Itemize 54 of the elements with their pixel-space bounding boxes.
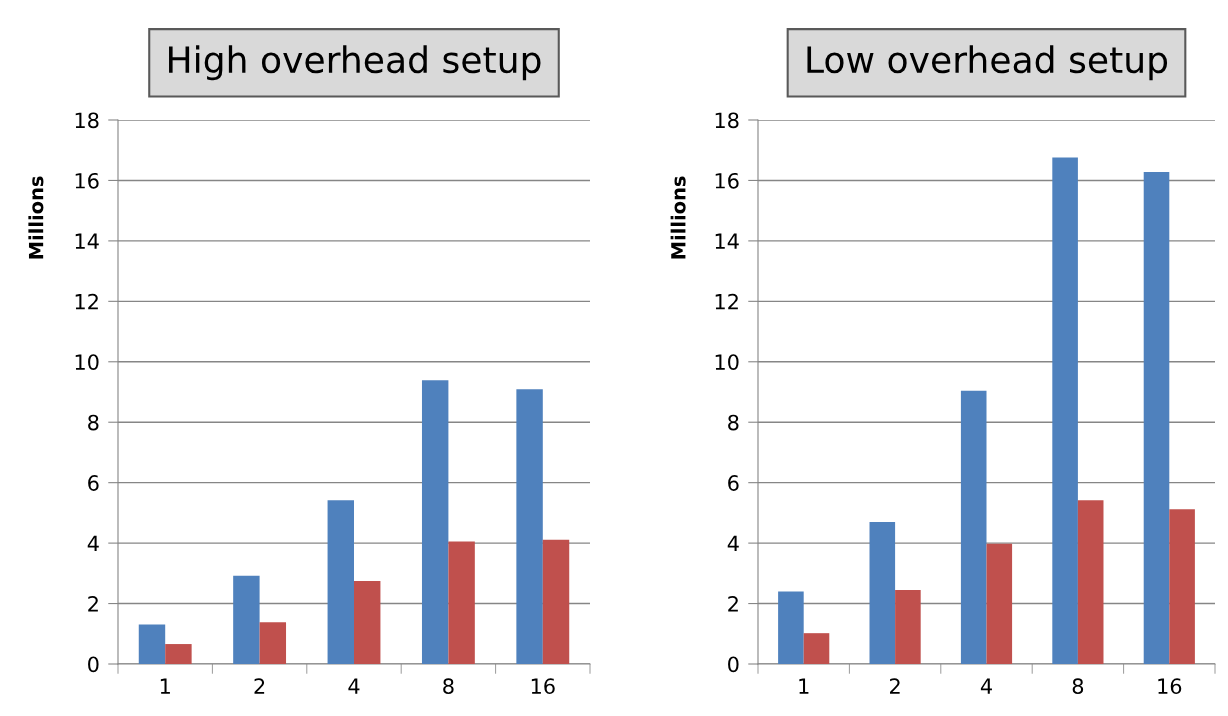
y-tick-label: 10 (75, 354, 99, 370)
y-tick-label: 16 (715, 172, 739, 189)
x-tick-label: 8 (443, 678, 454, 695)
chart-title: Low overhead setup (807, 45, 1168, 81)
x-tick-label: 1 (799, 678, 809, 694)
bar (165, 644, 192, 664)
bar (138, 624, 166, 664)
y-tick-label: 18 (75, 112, 99, 129)
x-tick-label: 1 (160, 678, 170, 694)
y-tick-label: 6 (88, 475, 99, 491)
y-tick-label: 2 (88, 596, 98, 612)
bar (1077, 500, 1104, 664)
y-tick-label: 14 (75, 233, 99, 249)
bar (803, 633, 830, 664)
bar (986, 543, 1013, 664)
bar (542, 539, 570, 664)
y-tick-label: 4 (727, 535, 739, 552)
y-axis-title: Millions (28, 176, 44, 259)
bar (778, 591, 804, 664)
chart-title: High overhead setup (169, 45, 541, 81)
y-tick-label: 0 (88, 656, 99, 673)
x-tick-label: 16 (531, 678, 555, 695)
bar (327, 500, 354, 664)
x-tick-label: 4 (980, 678, 992, 694)
y-tick-label: 18 (715, 112, 739, 129)
x-tick-label: 16 (1158, 678, 1182, 695)
y-tick-label: 6 (728, 475, 739, 491)
y-tick-label: 8 (88, 414, 99, 431)
y-tick-label: 16 (75, 172, 99, 189)
bar (421, 380, 449, 664)
x-tick-label: 2 (254, 678, 265, 694)
bar (448, 541, 475, 664)
bar (233, 575, 260, 664)
y-tick-label: 4 (87, 535, 99, 552)
x-tick-label: 8 (1072, 678, 1084, 695)
y-tick-label: 0 (728, 656, 739, 673)
bar (960, 390, 987, 664)
bar (869, 521, 896, 664)
y-tick-label: 8 (728, 414, 739, 431)
x-tick-label: 2 (890, 678, 900, 694)
y-tick-label: 10 (715, 354, 739, 370)
y-tick-label: 12 (715, 293, 738, 310)
bar (1052, 157, 1078, 664)
bar (1143, 171, 1170, 664)
bar (895, 589, 921, 664)
y-tick-label: 12 (75, 293, 98, 310)
y-tick-label: 14 (715, 233, 739, 249)
bar (1169, 509, 1195, 664)
bar (259, 622, 287, 664)
bar (354, 580, 381, 664)
x-tick-label: 4 (348, 678, 360, 694)
y-axis-title: Millions (670, 176, 686, 259)
bar (516, 389, 543, 664)
y-tick-label: 2 (728, 596, 738, 612)
